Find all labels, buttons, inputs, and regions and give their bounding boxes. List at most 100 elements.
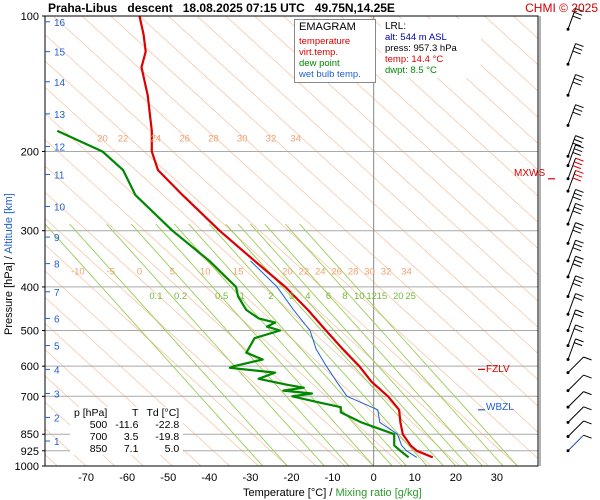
lrl-press: press: 957.3 hPa	[385, 43, 457, 54]
wind-barb-base	[566, 222, 570, 226]
mixing-ratio-line	[69, 223, 288, 466]
wind-barb-base	[566, 312, 570, 316]
wind-barb-staff	[567, 309, 577, 331]
altitude-tick-label: 6	[54, 314, 60, 325]
potential-temp-line	[542, 16, 600, 466]
table-cell: -11.6	[115, 419, 139, 431]
mixing-ratio-label: 4	[305, 291, 310, 302]
table-header: Td [°C]	[146, 407, 180, 419]
potential-temp-line	[45, 217, 317, 466]
wind-barb-base	[566, 405, 570, 409]
potential-temp-line	[45, 139, 403, 466]
wind-barb-flag	[583, 434, 592, 439]
table-cell: 5.0	[164, 443, 180, 455]
x-tick-label: -20	[284, 472, 300, 484]
wind-barb-flag	[573, 296, 583, 301]
potential-temp-line	[45, 322, 202, 466]
wind-barb-flag	[575, 293, 584, 298]
wind-barb-flag	[575, 135, 584, 140]
wind-barb	[566, 420, 592, 439]
mixing-ratio-label: 20	[393, 291, 404, 302]
wbzl-label: WBZL	[486, 402, 514, 413]
table-header: T	[132, 407, 139, 419]
altitude-tick-label: 7	[54, 288, 60, 299]
wind-barb	[566, 43, 584, 66]
x-tick-label: 0	[371, 472, 377, 484]
altitude-tick-label: 15	[54, 48, 66, 59]
wind-barb	[566, 188, 584, 212]
wind-barb-base	[566, 27, 570, 31]
y-tick-label: 100	[21, 11, 39, 23]
mixing-ratio-label: 0.2	[174, 291, 187, 302]
wind-barb-flag	[573, 206, 583, 211]
wind-barb-base	[566, 329, 570, 333]
wind-barb-staff	[567, 43, 577, 65]
wind-barb-staff	[567, 74, 577, 96]
wind-barb	[566, 391, 592, 409]
wind-barb-flag	[575, 275, 584, 280]
y-tick-label: 500	[21, 326, 39, 338]
mixing-ratio-label: 3	[289, 291, 294, 302]
mixing-ratio-label: 15	[377, 291, 388, 302]
wind-barb	[566, 309, 584, 333]
y-tick-label: 600	[21, 361, 39, 373]
potential-temp-line	[110, 16, 538, 407]
wind-barb-flag	[572, 177, 581, 182]
wind-barb-flag	[573, 148, 583, 153]
wind-barb-staff	[567, 135, 577, 157]
wind-barb-flag	[583, 374, 592, 379]
wind-barb	[566, 169, 584, 193]
wind-barb-flag	[572, 15, 581, 20]
table-cell: 700	[89, 431, 108, 443]
legend-item-temperature: temperature	[299, 36, 351, 47]
altitude-tick-label: 9	[54, 233, 60, 244]
potential-temp-line	[196, 16, 538, 328]
table-row: 850 7.1 5.0	[70, 443, 183, 455]
potential-temp-line	[283, 16, 538, 250]
table-header: p [hPa]	[74, 407, 108, 419]
wind-barb	[566, 222, 584, 245]
lrl-alt: alt: 544 m ASL	[385, 32, 447, 43]
y-tick-label: 850	[21, 429, 39, 441]
wind-barb-flag	[572, 196, 581, 201]
altitude-tick-label: 4	[54, 365, 60, 376]
altitude-tick-label: 3	[54, 389, 60, 400]
mixing-ratio-label: 2	[268, 291, 273, 302]
wind-barb-staff	[567, 356, 584, 373]
altitude-tick-label: 1	[54, 437, 60, 448]
x-tick-label: 30	[491, 472, 503, 484]
wind-barb-flag	[575, 255, 584, 260]
potential-temp-line	[45, 270, 259, 466]
y-tick-label: 1000	[15, 461, 39, 473]
wind-barb-flag	[572, 282, 581, 287]
potential-temp-label: 15	[233, 266, 244, 277]
wind-barb-flag	[575, 202, 584, 207]
wind-barb-flag	[573, 107, 583, 112]
potential-temp-label: -10	[71, 266, 85, 277]
wind-barb	[566, 356, 592, 375]
altitude-tick-label: 11	[54, 170, 65, 181]
potential-temp-label: 10	[200, 266, 211, 277]
wind-barb-flag	[573, 259, 583, 264]
wind-barb-staff	[567, 170, 577, 192]
wind-barb-flag	[573, 243, 583, 248]
x-axis-label-2: Mixing ratio [g/kg]	[335, 487, 421, 499]
legend-title: EMAGRAM	[299, 21, 356, 33]
mixing-ratio-label: 10	[354, 291, 365, 302]
wind-barb-staff	[567, 144, 577, 166]
potential-temp-label: 34	[290, 133, 301, 144]
altitude-tick-label: 5	[54, 342, 60, 353]
potential-temp-label: 32	[381, 266, 392, 277]
mixing-ratio-line	[45, 223, 264, 466]
mixing-ratio-line	[285, 223, 504, 466]
wind-barb-flag	[575, 169, 584, 174]
wind-barb-flag	[573, 313, 583, 318]
mixing-ratio-label: 8	[342, 291, 347, 302]
wind-barb	[566, 293, 584, 316]
wind-barb	[566, 374, 592, 393]
wind-barb-base	[566, 420, 570, 424]
wind-barb-flag	[573, 192, 583, 197]
potential-temp-line	[369, 16, 538, 171]
mixing-ratio-label: 25	[405, 291, 416, 302]
potential-temp-label: 28	[208, 133, 219, 144]
